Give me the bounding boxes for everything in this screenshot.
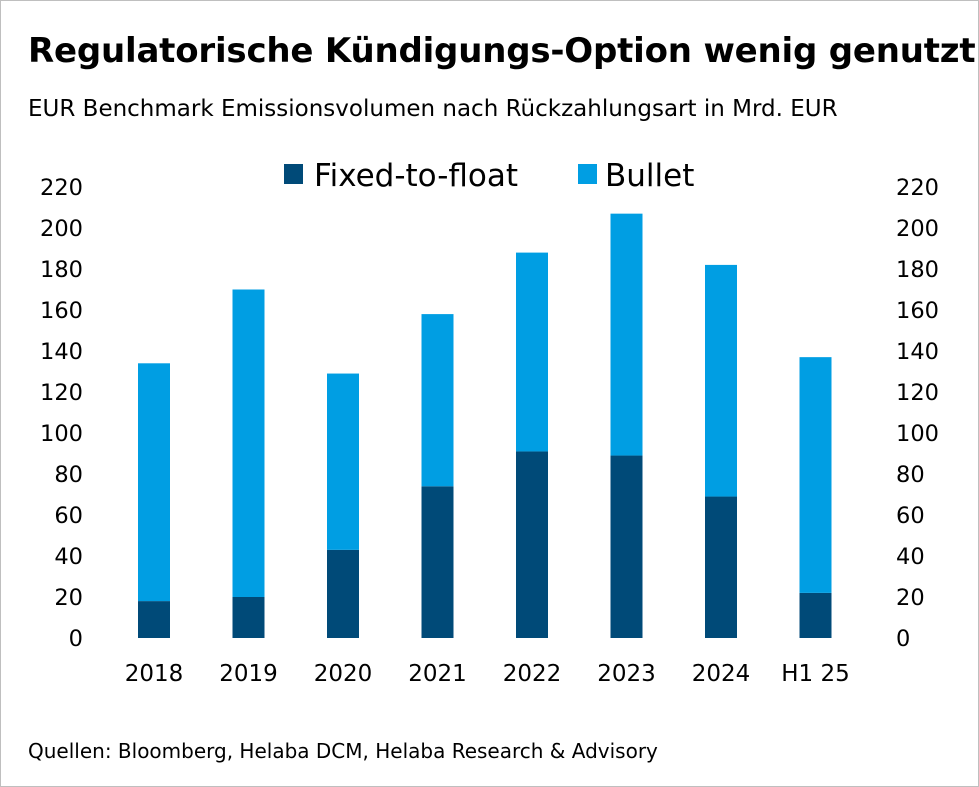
bar-bullet-2020 [327, 373, 359, 550]
y-tick-right: 140 [896, 339, 939, 365]
y-tick-right: 220 [896, 175, 939, 201]
y-tick-left: 140 [40, 339, 83, 365]
y-tick-left: 80 [54, 462, 83, 488]
y-tick-right: 120 [896, 380, 939, 406]
bar-fixed-to-float-2020 [327, 549, 359, 638]
y-tick-left: 180 [40, 257, 83, 283]
y-tick-left: 0 [69, 626, 83, 652]
y-tick-left: 160 [40, 298, 83, 324]
y-tick-left: 100 [40, 421, 83, 447]
y-tick-right: 80 [896, 462, 925, 488]
x-tick-label: 2024 [692, 661, 751, 687]
bar-bullet-h1-25 [799, 357, 832, 593]
legend-swatch [284, 164, 303, 184]
y-tick-right: 40 [896, 544, 925, 570]
bar-fixed-to-float-2018 [138, 601, 170, 638]
y-tick-left: 60 [54, 503, 83, 529]
x-tick-label: 2020 [314, 661, 373, 687]
legend-swatch [578, 164, 597, 184]
y-tick-left: 120 [40, 380, 83, 406]
source-note: Quellen: Bloomberg, Helaba DCM, Helaba R… [28, 739, 658, 763]
legend-label: Bullet [605, 158, 694, 194]
y-tick-left: 40 [54, 544, 83, 570]
chart-title: Regulatorische Kündigungs-Option wenig g… [28, 31, 976, 71]
x-tick-label: 2018 [125, 661, 184, 687]
bar-bullet-2019 [232, 289, 265, 597]
y-tick-right: 100 [896, 421, 939, 447]
bar-fixed-to-float-2019 [232, 597, 265, 638]
x-tick-label: 2023 [597, 661, 656, 687]
y-tick-right: 20 [896, 585, 925, 611]
legend-label: Fixed-to-float [314, 158, 518, 194]
bar-bullet-2022 [516, 252, 548, 452]
bar-fixed-to-float-2023 [610, 455, 643, 638]
y-tick-right: 0 [896, 626, 910, 652]
x-tick-label: 2019 [219, 661, 278, 687]
bar-fixed-to-float-2024 [705, 496, 737, 638]
x-tick-label: H1 25 [781, 661, 850, 687]
y-tick-right: 60 [896, 503, 925, 529]
y-tick-right: 180 [896, 257, 939, 283]
x-tick-label: 2022 [503, 661, 562, 687]
y-tick-right: 160 [896, 298, 939, 324]
bar-fixed-to-float-2021 [421, 486, 454, 638]
bar-bullet-2018 [138, 363, 170, 602]
x-tick-label: 2021 [408, 661, 467, 687]
bar-bullet-2023 [610, 213, 643, 456]
bar-fixed-to-float-2022 [516, 451, 548, 638]
bar-fixed-to-float-h1-25 [799, 592, 832, 638]
y-tick-left: 20 [54, 585, 83, 611]
y-tick-right: 200 [896, 216, 939, 242]
bar-bullet-2021 [421, 314, 454, 487]
y-tick-left: 220 [40, 175, 83, 201]
y-tick-left: 200 [40, 216, 83, 242]
chart-subtitle: EUR Benchmark Emissionsvolumen nach Rück… [28, 96, 838, 122]
legend-item-bullet: Bullet [578, 158, 694, 194]
bar-bullet-2024 [705, 264, 737, 497]
legend-item-fixed-to-float: Fixed-to-float [284, 158, 518, 194]
